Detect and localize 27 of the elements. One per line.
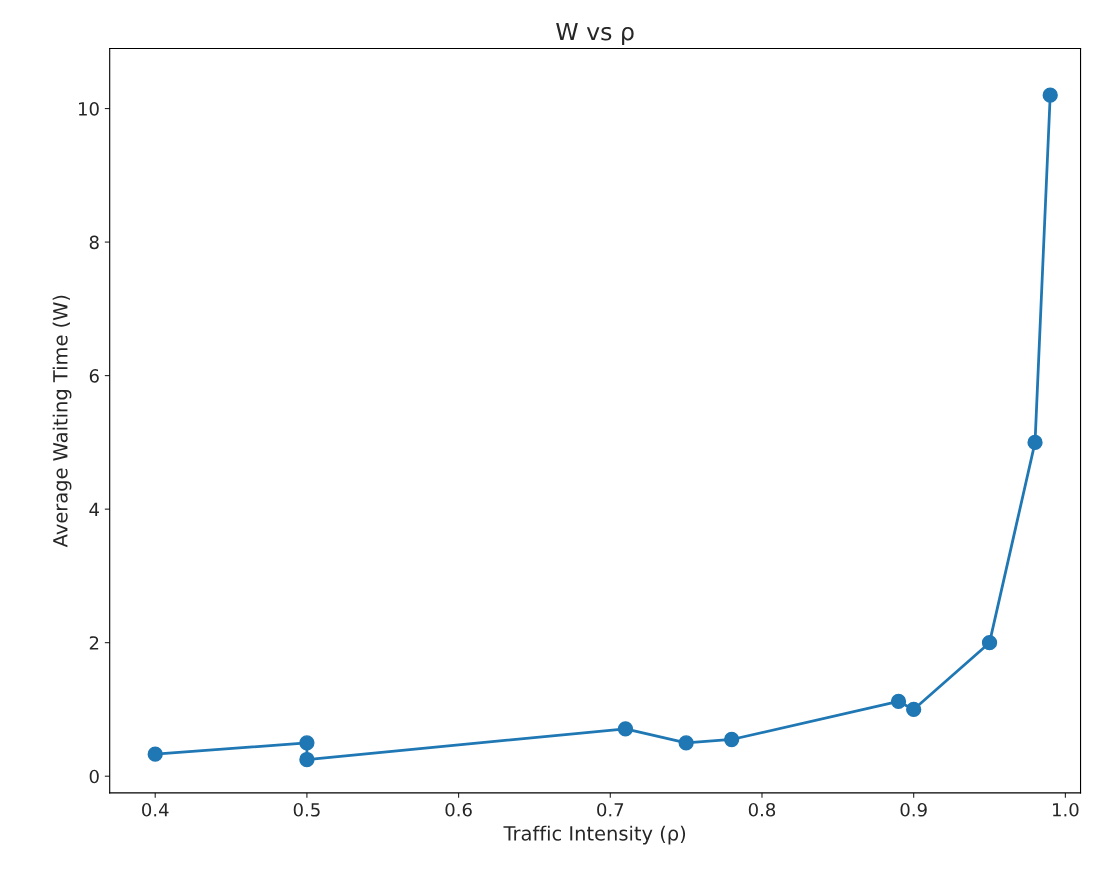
y-tick-label: 4 (89, 502, 99, 516)
point (678, 735, 694, 751)
x-tick-label: 1.0 (1053, 802, 1079, 817)
y-tick-label: 8 (89, 235, 99, 250)
point (890, 693, 907, 710)
point (906, 701, 922, 718)
point (299, 751, 315, 768)
point (617, 721, 634, 737)
y-tick-label: 2 (89, 636, 99, 650)
y-tick-label: 0 (89, 769, 99, 784)
y-axis-title: Average Waiting Time (W) (52, 295, 72, 548)
point (147, 746, 163, 762)
x-axis-title: Traffic Intensity (ρ) (503, 825, 686, 845)
x-tick-label: 0.9 (900, 802, 927, 817)
point (724, 731, 740, 748)
y-tick-label: 6 (89, 369, 99, 383)
point (981, 635, 998, 651)
point (299, 735, 315, 751)
x-tick-label: 0.7 (597, 802, 624, 817)
y-tick-label: 10 (78, 102, 99, 116)
chart-title: W vs ρ (556, 22, 634, 46)
x-tick-label: 0.6 (445, 802, 472, 817)
x-tick-label: 0.5 (293, 802, 320, 817)
point (1027, 434, 1043, 451)
point (1042, 87, 1058, 103)
x-tick-label: 0.8 (748, 802, 776, 817)
x-tick-label: 0.4 (142, 802, 169, 817)
